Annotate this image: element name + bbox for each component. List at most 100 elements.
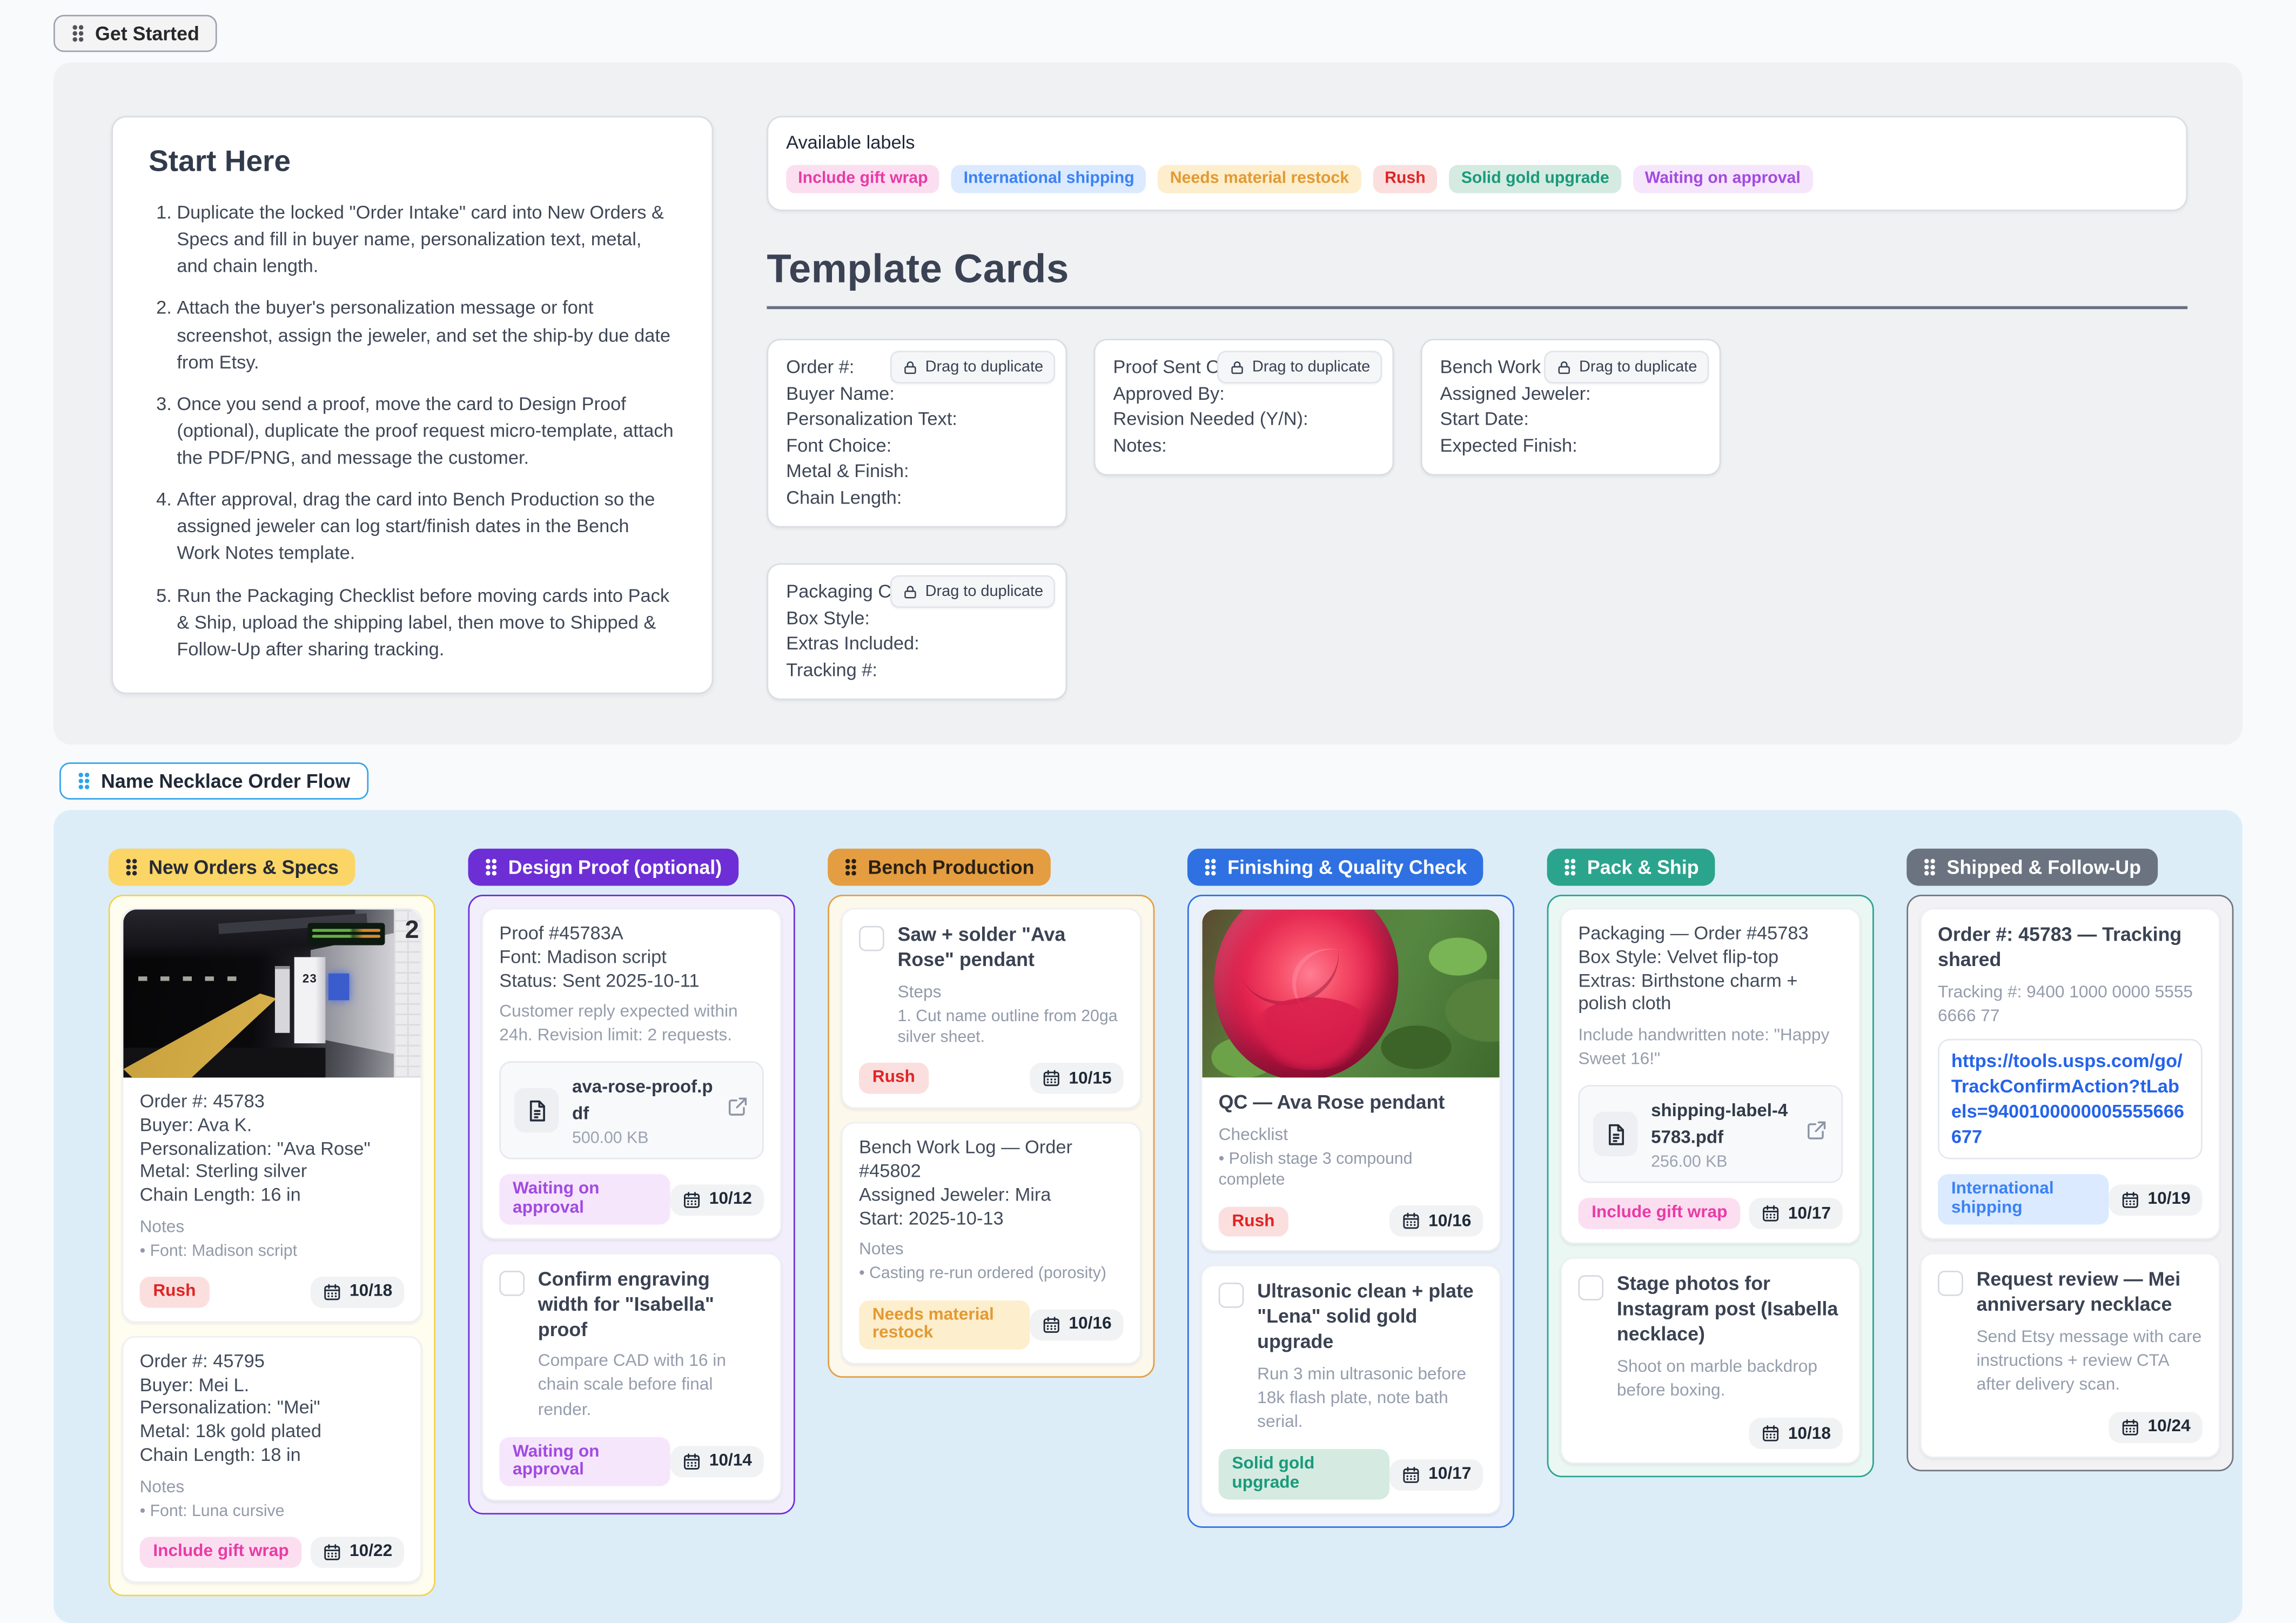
task-checkbox[interactable] bbox=[1938, 1270, 1963, 1296]
column-header-bench-production[interactable]: Bench Production bbox=[828, 848, 1051, 886]
order-card-45795[interactable]: Order #: 45795 Buyer: Mei L. Personaliza… bbox=[122, 1336, 422, 1583]
open-external-icon[interactable] bbox=[727, 1096, 749, 1126]
column-new-orders-specs: New Orders & Specs 23 2 Ord bbox=[108, 848, 435, 1597]
label-waiting-on-approval: Waiting on approval bbox=[1633, 165, 1812, 193]
card-tag: Include gift wrap bbox=[1578, 1198, 1741, 1229]
packaging-card-45783[interactable]: Packaging — Order #45783 Box Style: Velv… bbox=[1560, 908, 1861, 1244]
tracking-card-45783[interactable]: Order #: 45783 — Tracking shared Trackin… bbox=[1920, 908, 2220, 1239]
template-card-bench-work-notes[interactable]: Drag to duplicate Bench Work Notes Assig… bbox=[1420, 339, 1721, 476]
drag-dots-icon bbox=[845, 859, 856, 876]
card-tag: Rush bbox=[139, 1277, 210, 1308]
get-started-label: Get Started bbox=[95, 22, 199, 45]
column-pack-ship: Pack & Ship Packaging — Order #45783 Box… bbox=[1547, 848, 1874, 1478]
bench-work-log-card[interactable]: Bench Work Log — Order #45802 Assigned J… bbox=[841, 1122, 1142, 1364]
checklist-line: • Polish stage 3 compound complete bbox=[1218, 1150, 1413, 1189]
tracking-link[interactable]: https://tools.usps.com/go/TrackConfirmAc… bbox=[1938, 1038, 2203, 1160]
task-card-request-review[interactable]: Request review — Mei anniversary necklac… bbox=[1920, 1252, 2220, 1458]
column-body: 23 2 Order #: 45783 Buyer: Ava K. Person… bbox=[108, 894, 435, 1597]
column-shipped-followup: Shipped & Follow-Up Order #: 45783 — Tra… bbox=[1906, 848, 2234, 1471]
template-card-order-intake[interactable]: Drag to duplicate Order #: Buyer Name: P… bbox=[767, 339, 1068, 528]
column-header-design-proof[interactable]: Design Proof (optional) bbox=[468, 848, 739, 886]
column-header-new-orders[interactable]: New Orders & Specs bbox=[108, 848, 355, 886]
step-4: After approval, drag the card into Bench… bbox=[177, 486, 676, 567]
column-header-pack-ship[interactable]: Pack & Ship bbox=[1547, 848, 1715, 886]
notes-label: Notes bbox=[858, 1241, 904, 1259]
notes-label: Notes bbox=[139, 1218, 185, 1236]
notes-label: Notes bbox=[139, 1478, 185, 1497]
card-tag: Needs material restock bbox=[858, 1299, 1030, 1350]
label-solid-gold-upgrade: Solid gold upgrade bbox=[1449, 165, 1621, 193]
task-card-stage-photos[interactable]: Stage photos for Instagram post (Isabell… bbox=[1560, 1257, 1861, 1464]
calendar-icon bbox=[324, 1284, 340, 1300]
qc-title: QC — Ava Rose pendant bbox=[1218, 1091, 1445, 1114]
due-date-badge: 10/19 bbox=[2109, 1184, 2203, 1216]
order-card-45783[interactable]: 23 2 Order #: 45783 Buyer: Ava K. Person… bbox=[122, 908, 422, 1323]
column-finishing-qc: Finishing & Quality Check QC — Ava Rose … bbox=[1187, 848, 1515, 1527]
attachment-ava-rose-proof[interactable]: ava-rose-proof.pdf 500.00 KB bbox=[499, 1062, 764, 1160]
task-checkbox[interactable] bbox=[1218, 1283, 1244, 1309]
qc-card-ava-rose[interactable]: QC — Ava Rose pendant Checklist • Polish… bbox=[1200, 908, 1501, 1252]
template-card-proof-request[interactable]: Drag to duplicate Proof Sent On: Approve… bbox=[1093, 339, 1394, 476]
task-card-confirm-engraving[interactable]: Confirm engraving width for "Isabella" p… bbox=[481, 1252, 782, 1501]
packaging-note: Include handwritten note: "Happy Sweet 1… bbox=[1578, 1027, 1830, 1069]
due-date-badge: 10/14 bbox=[670, 1446, 764, 1477]
calendar-icon bbox=[684, 1453, 700, 1470]
label-international-shipping: International shipping bbox=[951, 165, 1146, 193]
step-5: Run the Packaging Checklist before movin… bbox=[177, 582, 676, 663]
attachment-size: 256.00 KB bbox=[1651, 1153, 1728, 1172]
page: Get Started Start Here Duplicate the loc… bbox=[0, 0, 2296, 1512]
template-card-packaging-checklist[interactable]: Drag to duplicate Packaging Checklist Bo… bbox=[767, 563, 1068, 700]
step-3: Once you send a proof, move the card to … bbox=[177, 391, 676, 472]
drag-dots-icon bbox=[72, 25, 84, 42]
calendar-icon bbox=[2123, 1419, 2139, 1436]
card-tag: Waiting on approval bbox=[499, 1175, 671, 1224]
column-body: Saw + solder "Ava Rose" pendant Steps 1.… bbox=[828, 894, 1155, 1378]
card-tag: Include gift wrap bbox=[139, 1537, 303, 1568]
label-needs-material-restock: Needs material restock bbox=[1158, 165, 1361, 193]
drag-dots-icon bbox=[1205, 859, 1216, 876]
available-labels-box: Available labels Include gift wrap Inter… bbox=[767, 116, 2188, 211]
card-tag: Waiting on approval bbox=[499, 1437, 671, 1486]
task-title: Confirm engraving width for "Isabella" p… bbox=[538, 1267, 714, 1340]
open-external-icon[interactable] bbox=[1805, 1119, 1828, 1149]
notes-line: • Font: Luna cursive bbox=[139, 1502, 285, 1520]
drag-to-duplicate-badge[interactable]: Drag to duplicate bbox=[1543, 351, 1709, 384]
task-card-ultrasonic-plate[interactable]: Ultrasonic clean + plate "Lena" solid go… bbox=[1200, 1265, 1501, 1514]
column-header-shipped-followup[interactable]: Shipped & Follow-Up bbox=[1906, 848, 2158, 886]
flow-label: Name Necklace Order Flow bbox=[101, 769, 351, 793]
drag-to-duplicate-badge[interactable]: Drag to duplicate bbox=[1216, 351, 1382, 384]
calendar-icon bbox=[1044, 1316, 1060, 1333]
drag-to-duplicate-badge[interactable]: Drag to duplicate bbox=[889, 575, 1056, 608]
task-checkbox[interactable] bbox=[1578, 1275, 1604, 1301]
template-cards-title: Template Cards bbox=[767, 246, 1069, 292]
column-header-finishing-qc[interactable]: Finishing & Quality Check bbox=[1187, 848, 1483, 886]
attachment-size: 500.00 KB bbox=[572, 1130, 649, 1148]
drag-dots-icon bbox=[486, 859, 497, 876]
attachment-name: shipping-label-45783.pdf bbox=[1651, 1100, 1788, 1148]
available-labels-title: Available labels bbox=[786, 132, 915, 153]
calendar-icon bbox=[1403, 1466, 1420, 1483]
calendar-icon bbox=[1763, 1425, 1779, 1441]
due-date-badge: 10/17 bbox=[1389, 1458, 1483, 1490]
file-icon bbox=[1593, 1112, 1638, 1157]
calendar-icon bbox=[1403, 1213, 1420, 1230]
tracking-title: Order #: 45783 — Tracking shared bbox=[1938, 923, 2182, 970]
order-flow-board: New Orders & Specs 23 2 Ord bbox=[53, 810, 2243, 1623]
task-title: Stage photos for Instagram post (Isabell… bbox=[1616, 1272, 1838, 1345]
steps-line: 1. Cut name outline from 20ga silver she… bbox=[897, 1007, 1118, 1047]
task-desc: Shoot on marble backdrop before boxing. bbox=[1616, 1358, 1817, 1400]
proof-card-45783a[interactable]: Proof #45783A Font: Madison script Statu… bbox=[481, 908, 782, 1239]
task-checkbox[interactable] bbox=[858, 925, 884, 951]
get-started-section-handle[interactable]: Get Started bbox=[53, 15, 217, 52]
template-cards-grid: Drag to duplicate Order #: Buyer Name: P… bbox=[767, 339, 1733, 700]
attachment-shipping-label[interactable]: shipping-label-45783.pdf 256.00 KB bbox=[1578, 1085, 1843, 1184]
task-checkbox[interactable] bbox=[499, 1270, 525, 1296]
due-date-badge: 10/18 bbox=[1749, 1418, 1843, 1450]
drag-to-duplicate-badge[interactable]: Drag to duplicate bbox=[889, 351, 1056, 384]
due-date-badge: 10/16 bbox=[1389, 1206, 1483, 1237]
task-card-saw-solder[interactable]: Saw + solder "Ava Rose" pendant Steps 1.… bbox=[841, 908, 1142, 1109]
flow-section-handle[interactable]: Name Necklace Order Flow bbox=[59, 762, 368, 800]
start-here-title: Start Here bbox=[149, 145, 291, 179]
attachment-name: ava-rose-proof.pdf bbox=[572, 1076, 713, 1124]
order-details: Order #: 45795 Buyer: Mei L. Personaliza… bbox=[139, 1351, 322, 1466]
